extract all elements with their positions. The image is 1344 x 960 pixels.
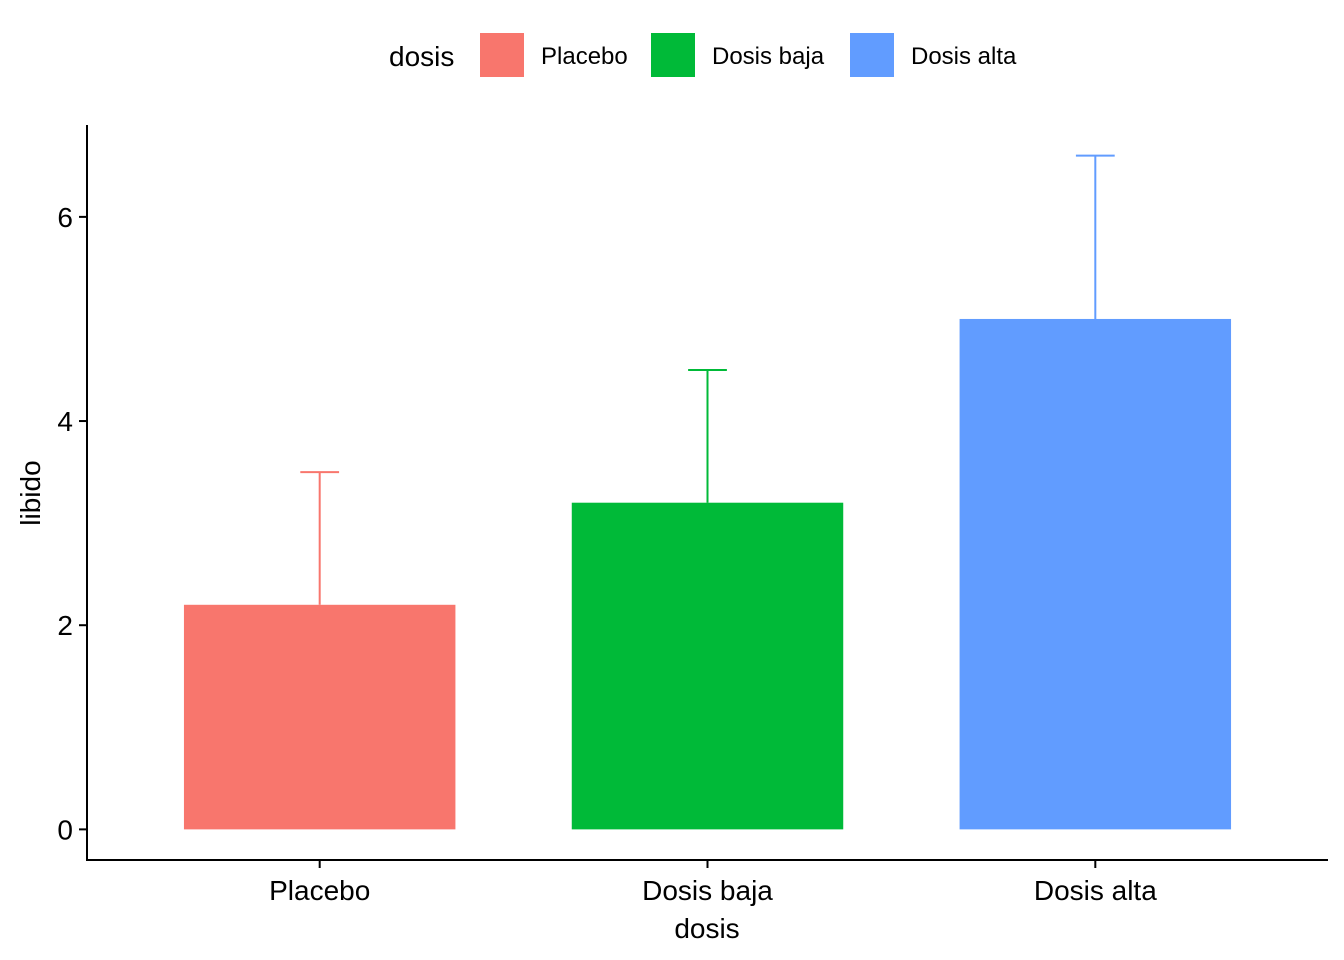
y-tick-label-4: 4 (57, 406, 73, 437)
y-axis-title: libido (15, 460, 46, 525)
legend-label-dosis-baja: Dosis baja (712, 43, 825, 70)
legend-key-placebo (480, 33, 524, 77)
x-tick-label-placebo: Placebo (269, 875, 370, 906)
x-tick-label-dosis-baja: Dosis baja (642, 875, 773, 906)
bar-dosis-baja (571, 502, 844, 830)
bar-placebo (183, 604, 456, 830)
legend-label-dosis-alta: Dosis alta (911, 43, 1017, 70)
x-tick-label-dosis-alta: Dosis alta (1034, 875, 1157, 906)
y-tick-label-0: 0 (57, 814, 73, 845)
legend-key-dosis-baja (651, 33, 695, 77)
legend: dosis Placebo Dosis baja Dosis alta (389, 33, 1017, 77)
plot-marks (183, 154, 1232, 830)
legend-key-dosis-alta (850, 33, 894, 77)
x-axis-ticks: Placebo Dosis baja Dosis alta (269, 860, 1157, 906)
y-axis-ticks: 0 2 4 6 (57, 202, 87, 845)
x-axis-title: dosis (674, 913, 739, 944)
legend-label-placebo: Placebo (541, 43, 628, 70)
bar-dosis-alta (959, 318, 1232, 830)
legend-title: dosis (389, 41, 454, 72)
y-tick-label-6: 6 (57, 202, 73, 233)
y-tick-label-2: 2 (57, 610, 73, 641)
